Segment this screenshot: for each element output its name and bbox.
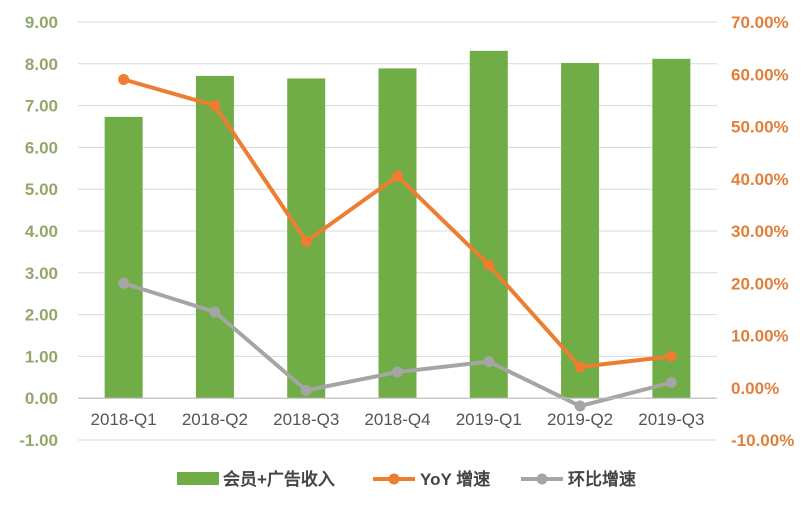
line-point[interactable] bbox=[118, 277, 130, 289]
legend-swatch-bar bbox=[177, 472, 219, 485]
legend-swatch-qoq-marker bbox=[536, 473, 548, 485]
x-axis-tick-label: 2019-Q1 bbox=[456, 410, 522, 429]
left-axis-tick-label: 4.00 bbox=[25, 222, 58, 241]
bar-series bbox=[104, 50, 691, 399]
line-series bbox=[118, 73, 677, 412]
line-point[interactable] bbox=[300, 384, 312, 396]
right-axis-tick-label: 70.00% bbox=[731, 13, 789, 32]
right-axis-tick-label: 50.00% bbox=[731, 118, 789, 137]
left-axis-tick-label: -1.00 bbox=[19, 431, 58, 450]
line-point[interactable] bbox=[574, 400, 586, 412]
right-axis-tick-label: -10.00% bbox=[731, 431, 794, 450]
left-axis: -1.00 0.00 1.00 2.00 3.00 4.00 5.00 6.00 7.00 8.0… bbox=[19, 13, 58, 450]
legend-item-bar[interactable]: 会员+广告收入 bbox=[177, 469, 335, 489]
right-axis-tick-label: 10.00% bbox=[731, 327, 789, 346]
bar[interactable] bbox=[195, 75, 234, 399]
legend-label-bar: 会员+广告收入 bbox=[223, 469, 335, 489]
left-axis-tick-label: 0.00 bbox=[25, 389, 58, 408]
right-axis-tick-label: 20.00% bbox=[731, 274, 789, 293]
bar[interactable] bbox=[378, 68, 417, 399]
right-axis-tick-label: 30.00% bbox=[731, 222, 789, 241]
right-axis-tick-label: 60.00% bbox=[731, 65, 789, 84]
x-axis-tick-label: 2018-Q3 bbox=[273, 410, 339, 429]
line-point[interactable] bbox=[392, 366, 403, 378]
line-point[interactable] bbox=[574, 361, 586, 373]
left-axis-tick-label: 1.00 bbox=[25, 347, 58, 366]
left-axis-tick-label: 7.00 bbox=[25, 97, 58, 116]
right-axis: -10.00% 0.00% 10.00% 20.00% 30.00% 40.00% 50.0… bbox=[731, 13, 794, 450]
line-point[interactable] bbox=[392, 170, 403, 182]
bar[interactable] bbox=[652, 58, 691, 399]
legend-item-qoq[interactable]: 环比增速 bbox=[521, 469, 636, 489]
left-axis-tick-label: 5.00 bbox=[25, 180, 58, 199]
left-axis-tick-label: 9.00 bbox=[25, 13, 58, 32]
line-point[interactable] bbox=[209, 306, 221, 318]
x-axis-tick-label: 2019-Q3 bbox=[638, 410, 704, 429]
x-axis-tick-label: 2018-Q1 bbox=[91, 410, 157, 429]
left-axis-tick-label: 2.00 bbox=[25, 306, 58, 325]
x-axis: 2018-Q1 2018-Q2 2018-Q3 2018-Q4 2019-Q1 2019-… bbox=[78, 397, 717, 429]
line-point[interactable] bbox=[665, 377, 677, 389]
legend-item-yoy[interactable]: YoY 增速 bbox=[373, 469, 490, 489]
legend-label-yoy: YoY 增速 bbox=[420, 469, 490, 489]
line-point[interactable] bbox=[300, 235, 312, 247]
right-axis-tick-label: 40.00% bbox=[731, 170, 789, 189]
bar[interactable] bbox=[561, 62, 600, 399]
line-point[interactable] bbox=[209, 100, 221, 112]
legend: 会员+广告收入 YoY 增速 环比增速 bbox=[177, 469, 636, 489]
left-axis-tick-label: 3.00 bbox=[25, 264, 58, 283]
line-point[interactable] bbox=[665, 350, 677, 362]
line-point[interactable] bbox=[483, 259, 495, 271]
right-axis-tick-label: 0.00% bbox=[731, 379, 779, 398]
legend-label-qoq: 环比增速 bbox=[568, 469, 636, 489]
line-point[interactable] bbox=[118, 73, 130, 85]
x-axis-tick-label: 2019-Q2 bbox=[547, 410, 613, 429]
x-axis-tick-label: 2018-Q4 bbox=[364, 410, 430, 429]
bar[interactable] bbox=[469, 50, 508, 399]
left-axis-tick-label: 6.00 bbox=[25, 138, 58, 157]
bar[interactable] bbox=[104, 116, 143, 399]
x-axis-tick-label: 2018-Q2 bbox=[182, 410, 248, 429]
left-axis-tick-label: 8.00 bbox=[25, 55, 58, 74]
legend-swatch-yoy-marker bbox=[388, 473, 400, 485]
line-point[interactable] bbox=[483, 356, 495, 368]
